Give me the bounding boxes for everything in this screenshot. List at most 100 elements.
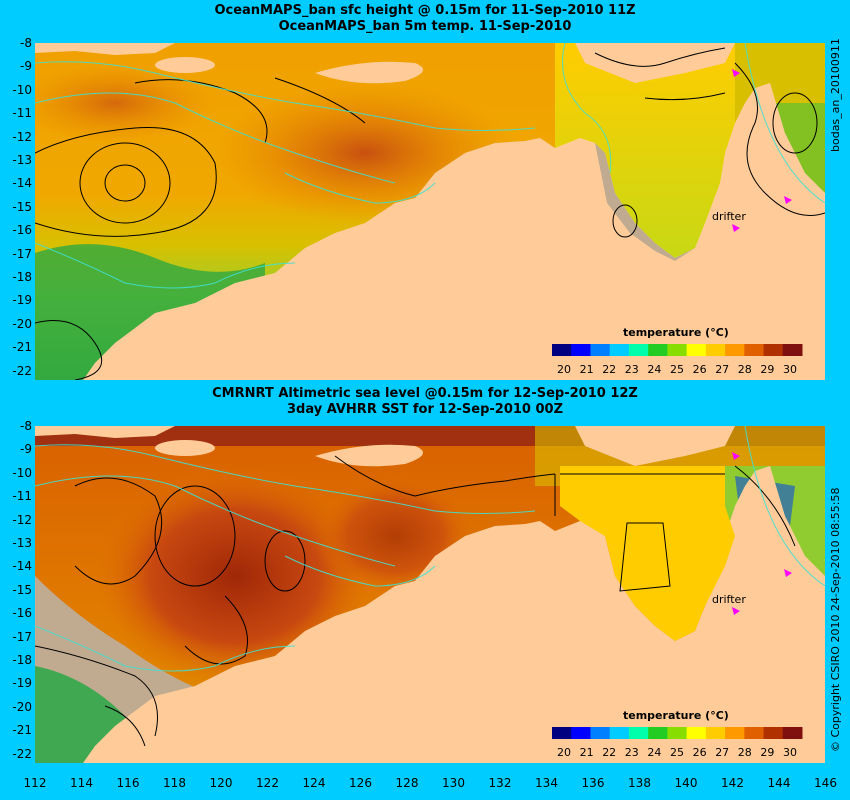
drifter-markers [732, 69, 792, 232]
colorbar-swatch [705, 344, 726, 356]
colorbar-swatch [763, 344, 784, 356]
australia-land [83, 83, 825, 380]
sea-level-contours [35, 47, 825, 380]
colorbar-swatch [648, 344, 668, 356]
bottom-temperature-map: drifter temperature (°C) 20 21 22 23 24 25 26 2… [35, 426, 825, 763]
bottom-panel-title-1: CMRNRT Altimetric sea level @0.15m for 1… [212, 386, 638, 401]
latitude-tick-label: -14 [12, 176, 32, 191]
colorbar-swatch [782, 727, 803, 739]
colorbar-tick-label: 23 [625, 746, 639, 759]
warm-pool-west [35, 63, 215, 143]
colorbar-tick-label: 27 [715, 746, 729, 759]
colorbar-swatch [725, 344, 745, 356]
colorbar-swatch [705, 727, 726, 739]
colorbar-tick-label: 30 [783, 746, 797, 759]
latitude-tick-label: -11 [12, 106, 32, 121]
colorbar-tick-label: 20 [557, 363, 571, 376]
colorbar-tick-label: 29 [760, 746, 774, 759]
latitude-tick-label: -22 [12, 746, 32, 761]
colorbar-swatch [571, 727, 591, 739]
no-data-coast [595, 143, 695, 261]
longitude-tick-label: 130 [442, 776, 465, 790]
latitude-tick-label: -8 [20, 36, 32, 50]
latitude-tick-label: -21 [12, 340, 32, 355]
colorbar-swatch [763, 727, 784, 739]
colorbar-swatch [552, 344, 572, 356]
longitude-tick-label: 118 [163, 776, 186, 790]
colorbar [552, 727, 803, 739]
latitude-tick-label: -9 [20, 442, 32, 457]
australia-land [83, 466, 825, 763]
longitude-tick-label: 138 [628, 776, 651, 790]
isobath-lines [35, 426, 825, 672]
longitude-tick-label: 136 [581, 776, 605, 790]
colorbar-swatch [552, 727, 572, 739]
latitude-tick-label: -16 [12, 223, 32, 238]
longitude-tick-label: 128 [395, 776, 419, 790]
latitude-tick-label: -20 [12, 316, 32, 331]
longitude-tick-label: 116 [116, 776, 140, 790]
colorbar-tick-label: 28 [738, 363, 752, 376]
latitude-tick-label: -15 [12, 199, 32, 214]
colorbar-swatch [628, 344, 649, 356]
top-panel-title-1: OceanMAPS_ban sfc height @ 0.15m for 11-… [214, 3, 636, 18]
colorbar-swatch [744, 727, 765, 739]
top-run-label: bodas_an_20100911 [829, 38, 842, 152]
colorbar-tick-label: 24 [647, 363, 661, 376]
temperature-legend: temperature (°C) 20 21 22 23 24 25 26 27 28 29 30 [515, 319, 815, 379]
colorbar-tick-label: 23 [625, 363, 639, 376]
latitude-tick-label: -22 [12, 363, 32, 378]
latitude-tick-label: -20 [12, 699, 32, 714]
latitude-tick-label: -17 [12, 246, 32, 261]
colorbar-tick-label: 28 [738, 746, 752, 759]
latitude-tick-label: -11 [12, 489, 32, 504]
longitude-tick-label: 112 [23, 776, 47, 790]
longitude-tick-label: 142 [721, 776, 744, 790]
latitude-tick-label: -8 [20, 419, 32, 433]
latitude-tick-label: -13 [12, 153, 32, 167]
longitude-tick-label: 122 [256, 776, 279, 790]
longitude-tick-label: 146 [814, 776, 837, 790]
colorbar-swatch [571, 344, 591, 356]
colorbar-swatch [686, 344, 707, 356]
sumba-island [155, 440, 215, 456]
drifter-label: drifter [712, 210, 746, 223]
indonesia-land [35, 43, 175, 55]
isobath-lines [35, 43, 825, 289]
latitude-tick-label: -9 [20, 59, 32, 74]
longitude-tick-label: 126 [349, 776, 372, 790]
colorbar-tick-label: 29 [760, 363, 774, 376]
longitude-tick-label: 134 [535, 776, 558, 790]
colorbar-tick-label: 21 [580, 363, 594, 376]
top-temperature-map: drifter temperature (°C) 20 21 22 23 24 25 26 2… [35, 43, 825, 380]
latitude-tick-label: -12 [12, 129, 32, 144]
sumba-island [155, 57, 215, 73]
colorbar-tick-label: 22 [602, 746, 616, 759]
colorbar-swatch [648, 727, 668, 739]
colorbar-tick-label: 25 [670, 363, 684, 376]
colorbar-swatch [667, 727, 688, 739]
colorbar-tick-label: 26 [693, 746, 707, 759]
colorbar-swatch [725, 727, 745, 739]
legend-title: temperature (°C) [623, 709, 729, 722]
latitude-tick-label: -21 [12, 723, 32, 738]
drifter-markers [732, 452, 792, 615]
colorbar-swatch [667, 344, 688, 356]
bottom-panel-title-2: 3day AVHRR SST for 12-Sep-2010 00Z [286, 402, 564, 417]
colorbar-swatch [590, 727, 611, 739]
colorbar-swatch [609, 727, 630, 739]
colorbar-tick-label: 25 [670, 746, 684, 759]
colorbar [552, 344, 803, 356]
colorbar-swatch [609, 344, 630, 356]
longitude-tick-label: 124 [302, 776, 326, 790]
latitude-tick-label: -19 [12, 293, 32, 308]
gulf-water [560, 466, 735, 641]
latitude-tick-label: -18 [12, 653, 32, 667]
longitude-tick-label: 140 [674, 776, 698, 790]
latitude-tick-label: -17 [12, 629, 32, 644]
indonesia-land [35, 426, 175, 438]
timor-island [315, 61, 423, 84]
colorbar-ticks: 20 21 22 23 24 25 26 27 28 29 30 [557, 746, 797, 759]
colorbar-tick-label: 24 [647, 746, 661, 759]
colorbar-tick-label: 30 [783, 363, 797, 376]
